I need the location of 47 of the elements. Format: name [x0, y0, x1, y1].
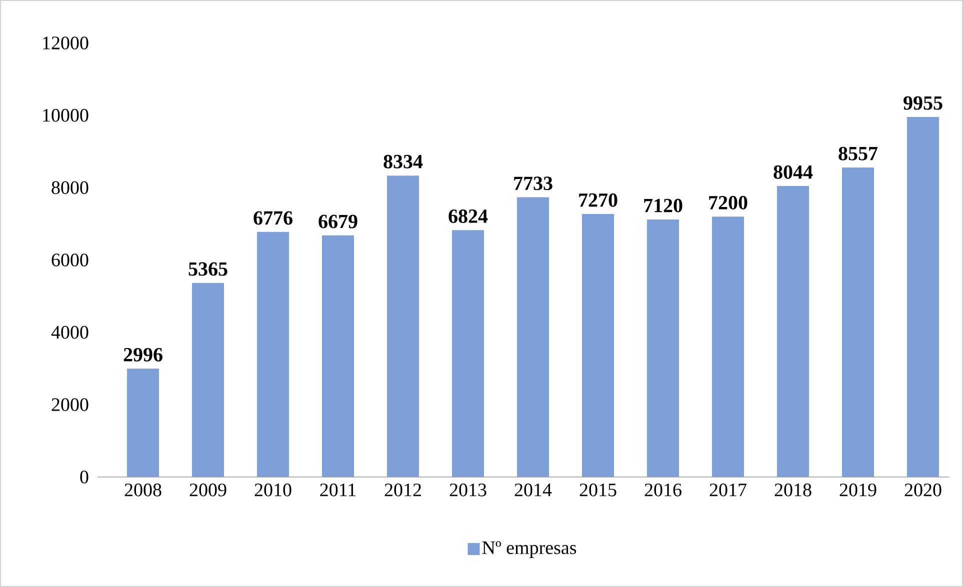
x-tick-label: 2020: [904, 484, 942, 496]
x-tick-label: 2009: [190, 484, 226, 496]
bar: [647, 219, 680, 477]
y-tick-label: 4000: [51, 326, 88, 339]
bar: [907, 116, 940, 477]
x-tick-label: 2013: [450, 484, 486, 496]
data-label: 6679: [318, 214, 358, 228]
legend-label: Nº empresas: [482, 541, 576, 558]
data-label: 7270: [579, 193, 618, 207]
bar: [192, 282, 224, 477]
x-tick-label: 2014: [514, 484, 552, 496]
x-tick-label: 2019: [840, 484, 876, 496]
x-tick-label: 2011: [320, 484, 356, 496]
bar: [127, 368, 160, 477]
x-tick-label: 2017: [710, 484, 746, 496]
data-label: 7120: [644, 198, 682, 212]
x-tick-label: 2018: [774, 484, 812, 496]
data-label: 8044: [774, 165, 813, 179]
x-tick-label: 2012: [384, 484, 421, 496]
bar: [517, 197, 550, 477]
x-tick-label: 2008: [124, 484, 162, 496]
bar: [322, 235, 354, 477]
y-tick-label: 0: [80, 470, 88, 484]
data-label: 5365: [188, 262, 228, 276]
x-tick-label: 2016: [644, 484, 682, 496]
bar: [387, 176, 420, 477]
x-tick-label: 2015: [580, 484, 616, 496]
y-tick-label: 12000: [43, 36, 88, 50]
data-label: 7733: [514, 176, 552, 190]
data-label: 7200: [709, 196, 748, 210]
data-label: 6776: [254, 211, 292, 225]
data-label: 2996: [124, 348, 162, 362]
bar: [777, 186, 810, 477]
bar: [452, 230, 484, 477]
bar: [712, 216, 744, 477]
data-label: 8557: [838, 146, 878, 160]
bar: [257, 232, 290, 477]
y-tick-label: 10000: [43, 108, 88, 122]
data-label: 9955: [904, 96, 942, 110]
bar: [582, 214, 614, 477]
y-tick-label: 6000: [52, 254, 88, 266]
bar: [842, 168, 874, 477]
data-label: 8334: [384, 154, 423, 168]
y-tick-label: 8000: [52, 181, 88, 194]
y-tick-label: 2000: [52, 398, 88, 412]
x-tick-label: 2010: [254, 484, 292, 496]
data-label: 6824: [448, 209, 488, 223]
